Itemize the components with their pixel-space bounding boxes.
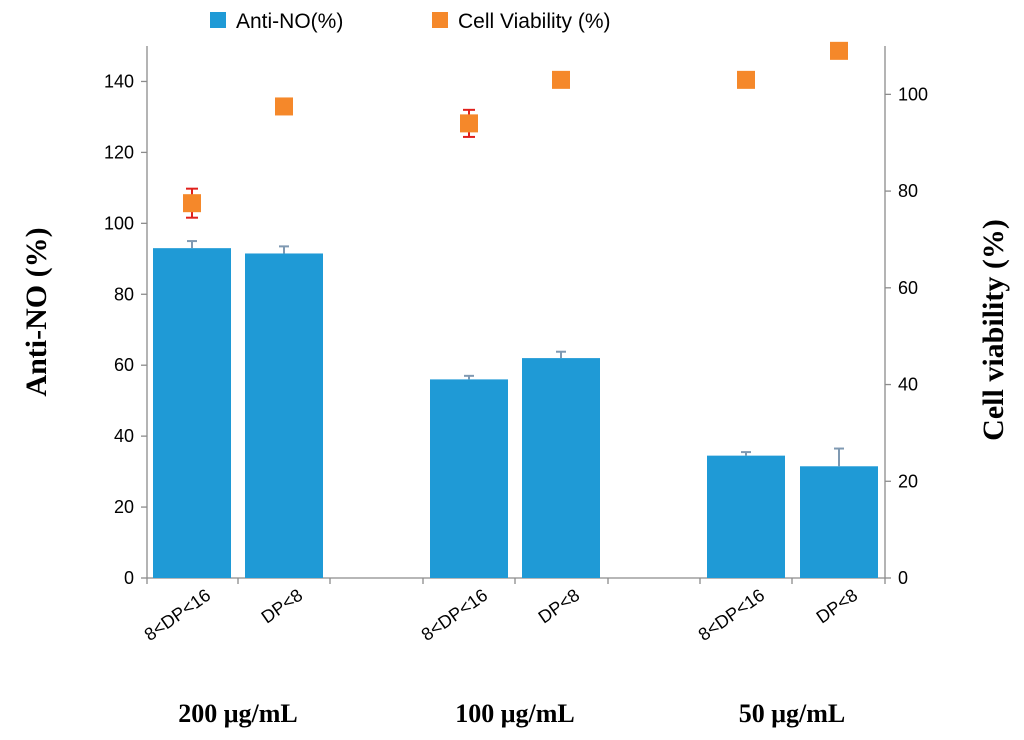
scatter-series (183, 41, 848, 219)
point-cell-viability (275, 97, 293, 116)
bar-anti-no (800, 466, 878, 578)
y-left-tick-label: 120 (104, 142, 134, 162)
y-right-tick-label: 20 (898, 471, 918, 491)
point-cell-viability (460, 114, 478, 133)
group-label: 100 μg/mL (455, 699, 574, 728)
category-label: 8<DP<16 (695, 585, 769, 645)
point-cell-viability (830, 41, 848, 60)
group-label: 200 μg/mL (178, 699, 297, 728)
group-label: 50 μg/mL (739, 699, 845, 728)
bar-anti-no (430, 379, 508, 578)
bar-anti-no (707, 455, 785, 578)
bar-anti-no (522, 358, 600, 578)
category-label: DP<8 (535, 585, 584, 627)
y-left-tick-label: 100 (104, 213, 134, 233)
y-left-tick-label: 140 (104, 71, 134, 91)
legend: Anti-NO(%) Cell Viability (%) (210, 10, 611, 33)
y-left-tick-label: 20 (114, 497, 134, 517)
point-cell-viability (737, 70, 755, 89)
y-right-tick-label: 0 (898, 568, 908, 588)
y-left-tick-label: 80 (114, 284, 134, 304)
category-label: DP<8 (813, 585, 862, 627)
y-right-tick-label: 60 (898, 278, 918, 298)
bar-series (153, 240, 878, 579)
legend-label: Anti-NO(%) (236, 10, 343, 33)
y-left-tick-label: 40 (114, 426, 134, 446)
y-left-tick-label: 60 (114, 355, 134, 375)
y-right-tick-label: 40 (898, 375, 918, 395)
category-label: 8<DP<16 (141, 585, 215, 645)
legend-swatch (432, 12, 448, 28)
bar-anti-no (245, 253, 323, 579)
y-right-tick-label: 100 (898, 84, 928, 104)
y-left-tick-label: 0 (124, 568, 134, 588)
y-axis-right-title: Cell viability (%) (977, 219, 1010, 441)
point-cell-viability (552, 70, 570, 89)
legend-swatch (210, 12, 226, 28)
point-cell-viability (183, 194, 201, 213)
category-label: DP<8 (258, 585, 307, 627)
y-axis-left-title: Anti-NO (%) (20, 227, 53, 396)
category-label: 8<DP<16 (418, 585, 492, 645)
bar-anti-no (153, 248, 231, 578)
legend-label: Cell Viability (%) (458, 10, 611, 33)
y-right-tick-label: 80 (898, 181, 918, 201)
